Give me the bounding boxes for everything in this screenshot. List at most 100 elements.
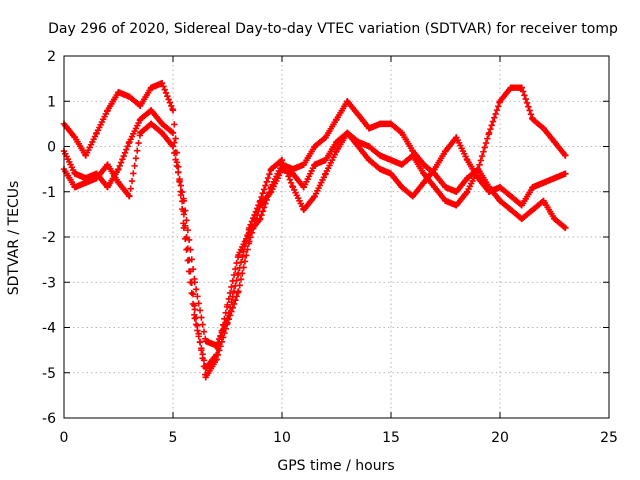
y-tick-label: -2 [42, 230, 56, 246]
data-point [487, 125, 494, 133]
data-point [260, 186, 268, 193]
data-point [134, 147, 141, 154]
data-point [171, 149, 178, 157]
data-point [258, 193, 265, 201]
data-point [224, 315, 231, 322]
data-point [484, 135, 491, 142]
data-point [162, 89, 170, 97]
data-point [172, 135, 179, 142]
y-axis-label: SDTVAR / TECUs [6, 181, 22, 296]
data-point [158, 79, 166, 87]
data-point [169, 107, 177, 114]
data-point [172, 156, 179, 163]
data-point [217, 332, 224, 340]
y-tick-label: 1 [47, 94, 56, 110]
data-point [243, 237, 250, 244]
y-tick-label: -5 [42, 366, 56, 382]
data-point [229, 293, 236, 300]
data-point [198, 314, 205, 321]
data-point [121, 149, 129, 157]
data-point [127, 185, 134, 192]
data-point [492, 110, 499, 118]
y-tick-label: 2 [47, 49, 56, 65]
data-point [247, 221, 254, 228]
y-tick-label: -4 [42, 321, 56, 337]
axis-ticks [63, 55, 610, 419]
data-point [518, 84, 525, 91]
x-tick-label: 15 [382, 430, 400, 446]
data-point [491, 114, 498, 121]
data-point [278, 156, 286, 164]
data-point [248, 229, 256, 237]
data-point [228, 298, 235, 306]
data-point [266, 170, 273, 178]
data-point [198, 346, 205, 354]
data-point [236, 264, 243, 271]
x-axis-label: GPS time / hours [277, 458, 394, 474]
data-point [214, 351, 222, 359]
data-point [232, 265, 239, 273]
data-point [243, 252, 250, 259]
data-point [189, 266, 197, 273]
data-point [192, 286, 200, 293]
data-point [213, 342, 220, 349]
data-point [526, 107, 533, 114]
data-point [116, 162, 124, 170]
data-point [173, 162, 181, 170]
data-point [119, 156, 126, 163]
data-point [480, 148, 487, 155]
data-point [477, 157, 485, 164]
data-point [235, 270, 242, 277]
data-point [225, 309, 233, 317]
data-point [482, 139, 490, 147]
data-point [225, 295, 233, 303]
chart-title: Day 296 of 2020, Sidereal Day-to-day VTE… [48, 21, 618, 37]
x-tick-label: 20 [491, 430, 509, 446]
data-point [523, 99, 531, 107]
y-tick-label: -3 [42, 275, 56, 291]
data-point [194, 322, 201, 329]
data-point [168, 102, 175, 110]
data-point [187, 246, 194, 253]
data-point [230, 288, 238, 295]
data-point [188, 289, 195, 297]
data-point [237, 259, 245, 266]
data-point [252, 208, 260, 215]
data-point [281, 163, 288, 170]
data-point [521, 92, 528, 99]
data-point [189, 290, 197, 298]
data-point [166, 99, 174, 106]
data-point [493, 106, 501, 114]
x-tick-label: 25 [600, 430, 618, 446]
y-tick-label: -1 [42, 185, 56, 201]
data-point [286, 176, 294, 183]
data-point [219, 326, 227, 333]
data-point [222, 319, 229, 326]
data-point [191, 279, 198, 286]
data-point [199, 321, 206, 328]
data-point [161, 86, 168, 93]
data-point [489, 118, 497, 125]
series-track-2 [60, 84, 569, 381]
data-point [262, 182, 269, 189]
data-point [196, 338, 204, 346]
data-point [184, 226, 192, 234]
data-point [248, 218, 256, 225]
data-point [160, 83, 167, 90]
data-point [115, 165, 122, 173]
data-point [253, 205, 261, 212]
data-point [214, 339, 222, 346]
data-point [522, 95, 529, 103]
data-point [488, 122, 495, 129]
data-point [200, 328, 208, 335]
data-point [191, 315, 198, 322]
data-point [195, 300, 202, 307]
data-point [240, 248, 247, 255]
data-point [177, 182, 185, 189]
x-tick-label: 5 [169, 430, 178, 446]
data-point [192, 321, 200, 328]
data-point [287, 179, 295, 187]
data-point [228, 283, 235, 291]
y-tick-label: -6 [42, 411, 56, 427]
